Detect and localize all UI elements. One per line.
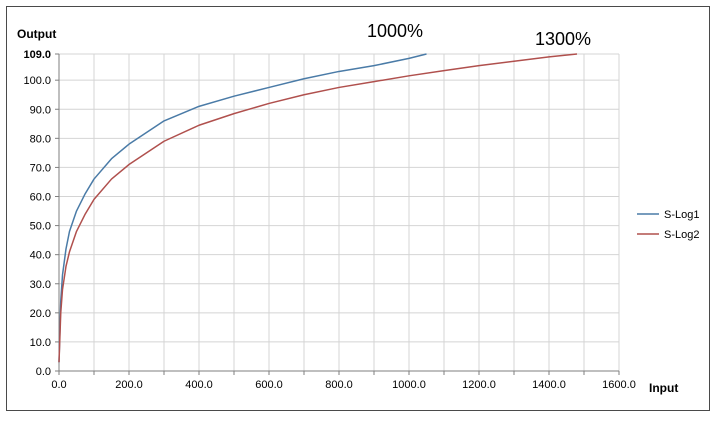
- axis-layer: [55, 53, 620, 375]
- series-line-s-log2: [58, 53, 578, 363]
- x-tick-label-8: 1600.0: [602, 379, 636, 391]
- x-axis-title: Input: [649, 381, 678, 395]
- legend-label-1: S-Log2: [664, 229, 699, 241]
- y-tick-label-11: 109.0: [23, 49, 51, 61]
- y-tick-label-2: 20.0: [30, 308, 51, 320]
- legend: S-Log1 S-Log2: [637, 209, 699, 241]
- y-tick-label-0: 0.0: [36, 366, 51, 378]
- y-tick-label-8: 80.0: [30, 133, 51, 145]
- y-tick-label-4: 40.0: [30, 250, 51, 262]
- x-tick-label-2: 400.0: [185, 379, 213, 391]
- y-axis-title: Output: [17, 27, 56, 41]
- chart-frame: 0.0 10.0 20.0 30.0 40.0 50.0 60.0 70.0 80.0 90.0 1…: [6, 6, 710, 411]
- x-tick-label-5: 1000.0: [392, 379, 426, 391]
- label-layer: 0.0 10.0 20.0 30.0 40.0 50.0 60.0 70.0 80.0 90.0 1…: [23, 21, 635, 391]
- x-tick-label-0: 0.0: [51, 379, 66, 391]
- y-tick-label-6: 60.0: [30, 192, 51, 204]
- x-tick-label-1: 200.0: [115, 379, 143, 391]
- annotation-1: 1300%: [535, 29, 591, 49]
- y-tick-label-3: 30.0: [30, 279, 51, 291]
- x-tick-label-4: 800.0: [325, 379, 353, 391]
- y-tick-label-7: 70.0: [30, 162, 51, 174]
- series-layer: [58, 53, 578, 363]
- chart-svg: 0.0 10.0 20.0 30.0 40.0 50.0 60.0 70.0 80.0 90.0 1…: [17, 21, 699, 395]
- series-line-s-log1: [58, 53, 427, 363]
- y-tick-label-9: 90.0: [30, 104, 51, 116]
- y-tick-label-1: 10.0: [30, 337, 51, 349]
- annotation-0: 1000%: [367, 21, 423, 41]
- legend-label-0: S-Log1: [664, 209, 699, 221]
- x-tick-label-7: 1400.0: [532, 379, 566, 391]
- y-tick-label-5: 50.0: [30, 221, 51, 233]
- grid-layer: [58, 53, 620, 372]
- x-tick-label-6: 1200.0: [462, 379, 496, 391]
- x-tick-label-3: 600.0: [255, 379, 283, 391]
- y-tick-label-10: 100.0: [23, 75, 51, 87]
